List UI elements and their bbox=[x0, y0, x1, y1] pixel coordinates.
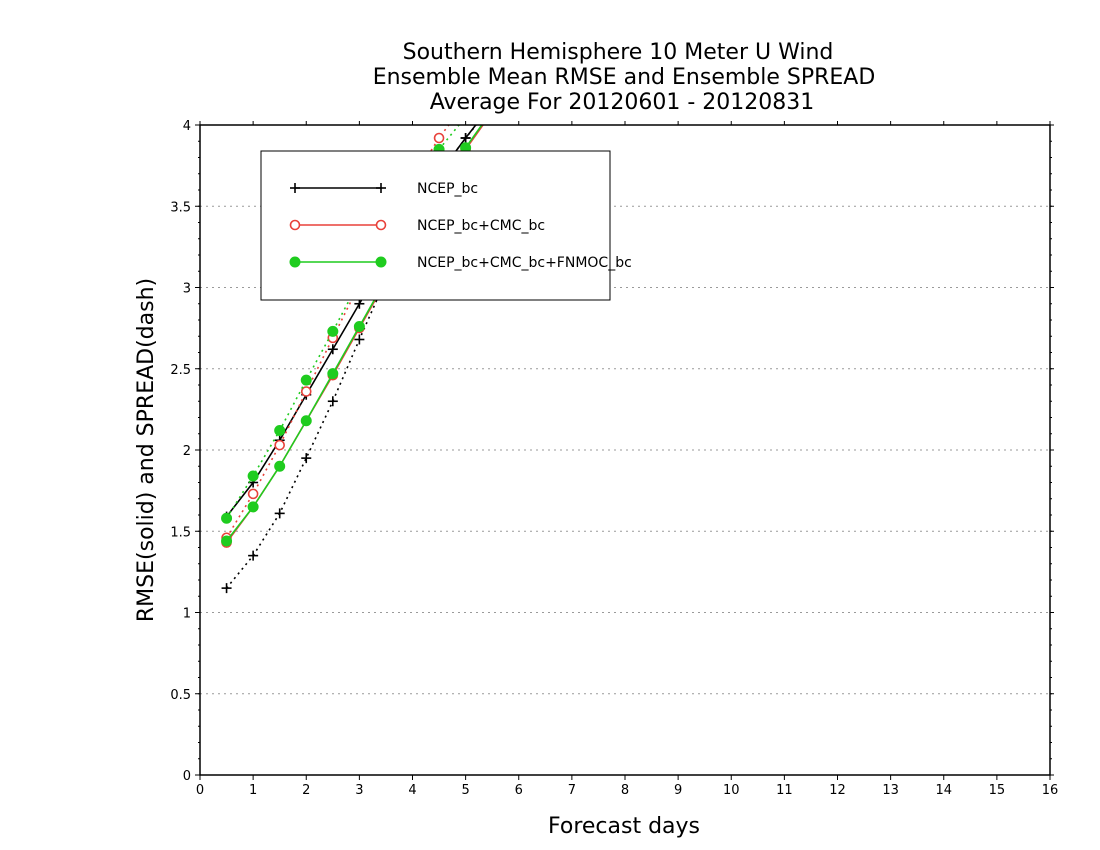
legend: NCEP_bc NCEP_bc+CMC_bc NCEP_bc+CMC_bc+FNMO… bbox=[260, 150, 632, 301]
x-tick-label-7: 7 bbox=[568, 783, 576, 798]
chart-title-line-3: Average For 20120601 - 20120831 bbox=[430, 90, 815, 115]
x-tick-label-5: 5 bbox=[461, 783, 469, 798]
series-ncep-bc-cmc-bc-fnmoc-bc-rmse-point bbox=[327, 368, 339, 380]
y-tick-label-2: 1 bbox=[183, 607, 191, 622]
x-tick-label-13: 13 bbox=[882, 783, 899, 798]
legend-label-2: NCEP_bc+CMC_bc+FNMOC_bc bbox=[417, 255, 632, 271]
legend-marker-end-1 bbox=[375, 219, 387, 231]
grid bbox=[200, 205, 1050, 695]
series-ncep-bc-cmc-bc-fnmoc-bc-rmse-point bbox=[221, 535, 233, 547]
series-ncep-bc-cmc-bc-fnmoc-bc-spread-line bbox=[225, 125, 461, 519]
series-ncep-bc-cmc-bc-fnmoc-bc-rmse-point bbox=[274, 460, 286, 472]
legend-marker-end-2 bbox=[375, 256, 387, 268]
chart-title-line-1: Southern Hemisphere 10 Meter U Wind bbox=[403, 40, 834, 65]
x-tick-label-1: 1 bbox=[249, 783, 257, 798]
y-tick-label-4: 2 bbox=[183, 444, 191, 459]
series-ncep-bc-spread-point bbox=[248, 550, 259, 561]
x-axis-label: Forecast days bbox=[548, 814, 700, 839]
x-tick-label-14: 14 bbox=[935, 783, 952, 798]
series-ncep-bc-cmc-bc-fnmoc-bc-spread-point bbox=[300, 374, 312, 386]
x-tick-label-11: 11 bbox=[776, 783, 793, 798]
legend-marker-end-0 bbox=[376, 183, 386, 193]
series-layer bbox=[221, 125, 484, 594]
y-tick-label-5: 2.5 bbox=[170, 363, 191, 378]
y-tick-label-7: 3.5 bbox=[170, 200, 191, 215]
legend-marker-start-0 bbox=[290, 183, 300, 193]
series-ncep-bc-spread-point bbox=[301, 453, 312, 464]
x-tick-label-4: 4 bbox=[408, 783, 416, 798]
series-ncep-bc-cmc-bc-fnmoc-bc-rmse-point bbox=[300, 415, 312, 427]
y-axis-label: RMSE(solid) and SPREAD(dash) bbox=[134, 278, 159, 622]
y-tick-label-6: 3 bbox=[183, 282, 191, 297]
series-ncep-bc-cmc-bc-fnmoc-bc-spread-point bbox=[247, 470, 259, 482]
x-tick-label-3: 3 bbox=[355, 783, 363, 798]
y-tick-label-0: 0 bbox=[183, 769, 191, 784]
x-tick-label-9: 9 bbox=[674, 783, 682, 798]
y-tick-label-1: 0.5 bbox=[170, 688, 191, 703]
series-ncep-bc-cmc-bc-spread-point bbox=[274, 439, 285, 451]
x-tick-label-16: 16 bbox=[1042, 783, 1059, 798]
x-tick-label-12: 12 bbox=[829, 783, 846, 798]
legend-label-0: NCEP_bc bbox=[417, 181, 478, 197]
legend-marker-start-2 bbox=[289, 256, 301, 268]
series-ncep-bc-rmse-point bbox=[327, 344, 338, 355]
legend-marker-start-1 bbox=[289, 219, 301, 231]
x-tick-label-15: 15 bbox=[989, 783, 1006, 798]
series-ncep-bc-cmc-bc-fnmoc-bc-spread-point bbox=[274, 425, 286, 436]
series-ncep-bc-cmc-bc-fnmoc-bc-spread-point bbox=[327, 325, 339, 337]
ticks: 00.511.522.533.540 1 2 3 4 5 6 7 8 9 10 11 12 13 14 15 1… bbox=[170, 119, 1058, 798]
x-tick-label-0: 0 bbox=[196, 783, 204, 798]
legend-label-1: NCEP_bc+CMC_bc bbox=[417, 218, 545, 234]
series-ncep-bc-cmc-bc-spread-point bbox=[433, 132, 445, 144]
series-ncep-bc-cmc-bc-fnmoc-bc-rmse-point bbox=[247, 501, 259, 513]
series-ncep-bc-cmc-bc-fnmoc-bc-spread-point bbox=[221, 512, 233, 524]
series-ncep-bc-spread-point bbox=[327, 396, 338, 407]
series-ncep-bc-spread-point bbox=[274, 508, 285, 519]
series-ncep-bc-spread-point bbox=[354, 334, 365, 345]
chart-title-line-2: Ensemble Mean RMSE and Ensemble SPREAD bbox=[373, 65, 876, 90]
x-tick-label-8: 8 bbox=[621, 783, 629, 798]
series-ncep-bc-cmc-bc-spread-point bbox=[247, 488, 259, 500]
y-tick-label-8: 4 bbox=[183, 119, 191, 134]
y-tick-label-3: 1.5 bbox=[170, 525, 191, 540]
x-tick-label-10: 10 bbox=[723, 783, 740, 798]
x-tick-label-6: 6 bbox=[515, 783, 523, 798]
series-ncep-bc-rmse-point bbox=[460, 133, 471, 143]
x-tick-label-2: 2 bbox=[302, 783, 310, 798]
series-ncep-bc-cmc-bc-fnmoc-bc-rmse-point bbox=[353, 321, 365, 332]
series-ncep-bc-cmc-bc-spread-point bbox=[300, 386, 312, 397]
series-ncep-bc-spread-point bbox=[221, 583, 232, 594]
